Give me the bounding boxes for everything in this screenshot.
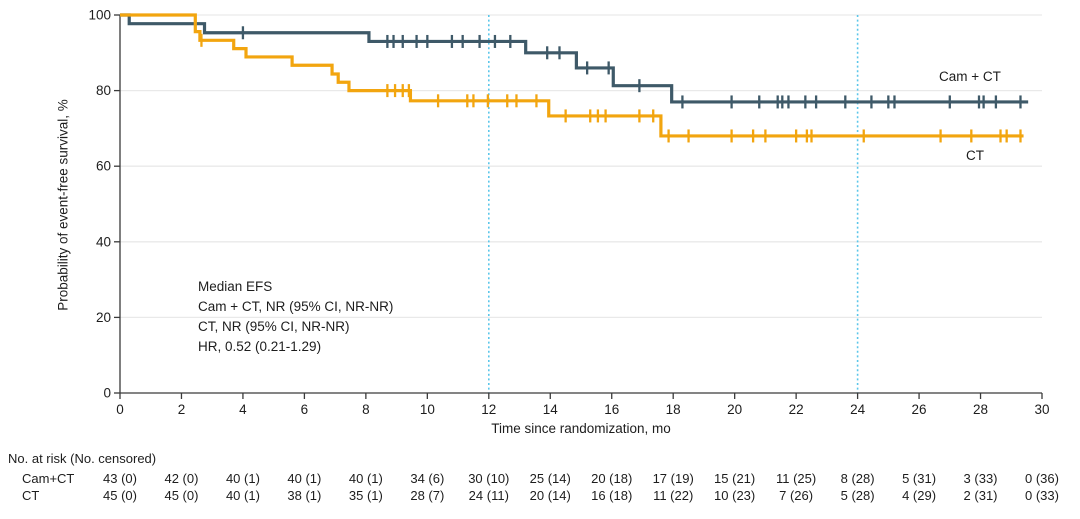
x-tick-label-24: 24	[850, 402, 866, 417]
y-tick-label-40: 40	[96, 234, 111, 249]
risk-cell: 0 (36)	[1025, 471, 1059, 486]
median-efs-annotation: Median EFS Cam + CT, NR (95% CI, NR-NR) …	[198, 277, 393, 357]
risk-cell: 2 (31)	[963, 488, 998, 503]
x-tick-label-30: 30	[1034, 402, 1049, 417]
risk-table-title: No. at risk (No. censored)	[8, 451, 157, 466]
y-tick-label-80: 80	[96, 83, 111, 98]
x-tick-label-0: 0	[116, 402, 124, 417]
curve-label-cam-ct: Cam + CT	[939, 69, 1001, 84]
risk-cell: 7 (26)	[779, 488, 814, 503]
y-tick-label-0: 0	[103, 386, 111, 401]
risk-cell: 11 (25)	[776, 471, 817, 486]
km-curve-cam-ct	[120, 13, 1029, 104]
risk-cell: 40 (1)	[225, 488, 260, 503]
x-tick-label-14: 14	[543, 402, 559, 417]
risk-cell: 5 (31)	[902, 471, 937, 486]
risk-cell: 40 (1)	[348, 471, 383, 486]
annotation-line-ct: CT, NR (95% CI, NR-NR)	[198, 319, 350, 334]
x-axis-title: Time since randomization, mo	[491, 421, 671, 436]
x-tick-label-12: 12	[481, 402, 496, 417]
risk-cell: 42 (0)	[164, 471, 199, 486]
risk-row-label-ct: CT	[22, 488, 40, 503]
risk-cell: 20 (18)	[591, 471, 633, 486]
risk-cell: 34 (6)	[410, 471, 445, 486]
x-tick-label-26: 26	[912, 402, 927, 417]
risk-cell: 40 (1)	[287, 471, 322, 486]
y-tick-label-20: 20	[96, 310, 111, 325]
risk-cell: 11 (22)	[653, 488, 694, 503]
x-tick-label-16: 16	[604, 402, 619, 417]
risk-cell: 16 (18)	[591, 488, 633, 503]
x-tick-label-22: 22	[789, 402, 804, 417]
risk-cell: 45 (0)	[103, 488, 137, 503]
risk-cell: 15 (21)	[714, 471, 756, 486]
y-tick-label-100: 100	[88, 8, 111, 23]
x-tick-label-4: 4	[239, 402, 247, 417]
x-tick-label-20: 20	[727, 402, 742, 417]
risk-cell: 5 (28)	[840, 488, 875, 503]
risk-cell: 10 (23)	[714, 488, 756, 503]
risk-cell: 30 (10)	[468, 471, 510, 486]
annotation-line-cam-ct: Cam + CT, NR (95% CI, NR-NR)	[198, 299, 394, 314]
risk-cell: 40 (1)	[225, 471, 260, 486]
y-axis-title: Probability of event-free survival, %	[55, 99, 71, 311]
risk-cell: 20 (14)	[529, 488, 571, 503]
risk-cell: 0 (33)	[1025, 488, 1059, 503]
risk-cell: 43 (0)	[103, 471, 137, 486]
risk-cell: 25 (14)	[529, 471, 571, 486]
x-tick-label-2: 2	[178, 402, 186, 417]
risk-cell: 17 (19)	[652, 471, 694, 486]
x-tick-label-8: 8	[362, 402, 370, 417]
curve-label-ct: CT	[966, 148, 984, 163]
risk-cell: 4 (29)	[902, 488, 937, 503]
km-curve-ct	[120, 13, 1024, 138]
x-tick-label-6: 6	[301, 402, 309, 417]
risk-cell: 35 (1)	[348, 488, 383, 503]
risk-cell: 24 (11)	[468, 488, 509, 503]
risk-cell: 3 (33)	[963, 471, 998, 486]
annotation-line-hr: HR, 0.52 (0.21-1.29)	[198, 339, 322, 354]
x-tick-label-28: 28	[973, 402, 988, 417]
risk-cell: 28 (7)	[410, 488, 445, 503]
x-tick-label-18: 18	[666, 402, 681, 417]
risk-cell: 38 (1)	[287, 488, 322, 503]
risk-row-label-cam-ct: Cam+CT	[22, 471, 75, 486]
risk-cell: 45 (0)	[164, 488, 199, 503]
x-tick-label-10: 10	[420, 402, 435, 417]
y-tick-label-60: 60	[96, 159, 111, 174]
annotation-line-median: Median EFS	[198, 279, 273, 294]
risk-cell: 8 (28)	[840, 471, 875, 486]
